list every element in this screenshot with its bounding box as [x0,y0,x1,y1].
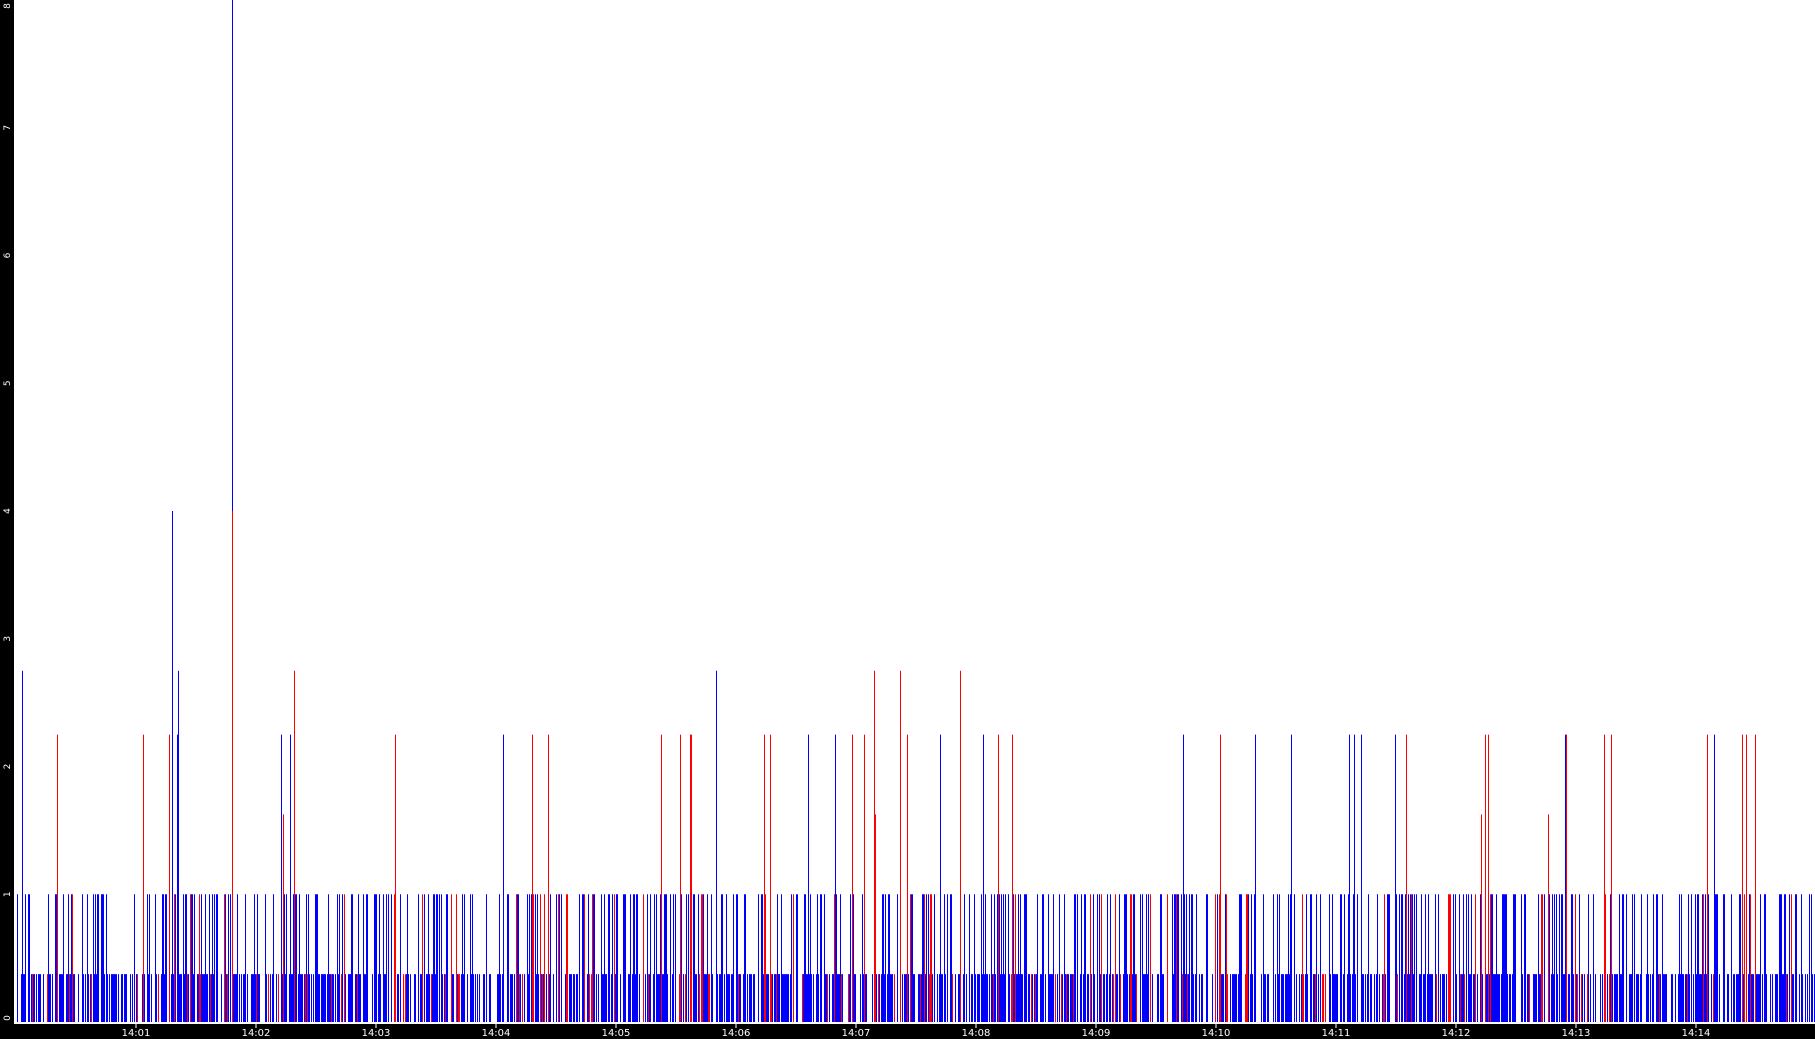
y-tick-label: 4 [3,508,13,514]
y-tick-label: 6 [3,252,13,258]
x-tick-label: 14:11 [1322,1028,1351,1039]
x-tick-label: 14:08 [962,1028,991,1039]
y-tick-label: 3 [3,636,13,642]
y-axis-ticks: 0 1 2 3 4 5 6 7 8 [3,3,13,1021]
y-tick-label: 5 [3,380,13,386]
x-tick-label: 14:02 [242,1028,271,1039]
y-axis-strip [0,0,14,1039]
y-tick-label: 0 [3,1015,13,1021]
y-tick-label: 2 [3,764,13,770]
x-tick-label: 14:10 [1202,1028,1231,1039]
y-tick-label: 8 [3,3,13,9]
x-axis-strip [0,1024,1815,1039]
x-tick-label: 14:01 [122,1028,151,1039]
bars-layer [17,0,1815,1022]
y-tick-label: 7 [3,125,13,131]
x-tick-label: 14:07 [842,1028,871,1039]
x-tick-label: 14:05 [602,1028,631,1039]
x-tick-label: 14:14 [1682,1028,1711,1039]
x-tick-label: 14:12 [1442,1028,1471,1039]
x-tick-label: 14:03 [362,1028,391,1039]
x-axis-ticks: 14:01 14:02 14:03 14:04 14:05 14:06 14:07 14:08… [122,1024,1711,1039]
x-tick-label: 14:06 [722,1028,751,1039]
x-tick-label: 14:13 [1562,1028,1591,1039]
y-tick-label: 1 [3,891,13,897]
x-tick-label: 14:04 [482,1028,511,1039]
x-tick-label: 14:09 [1082,1028,1111,1039]
